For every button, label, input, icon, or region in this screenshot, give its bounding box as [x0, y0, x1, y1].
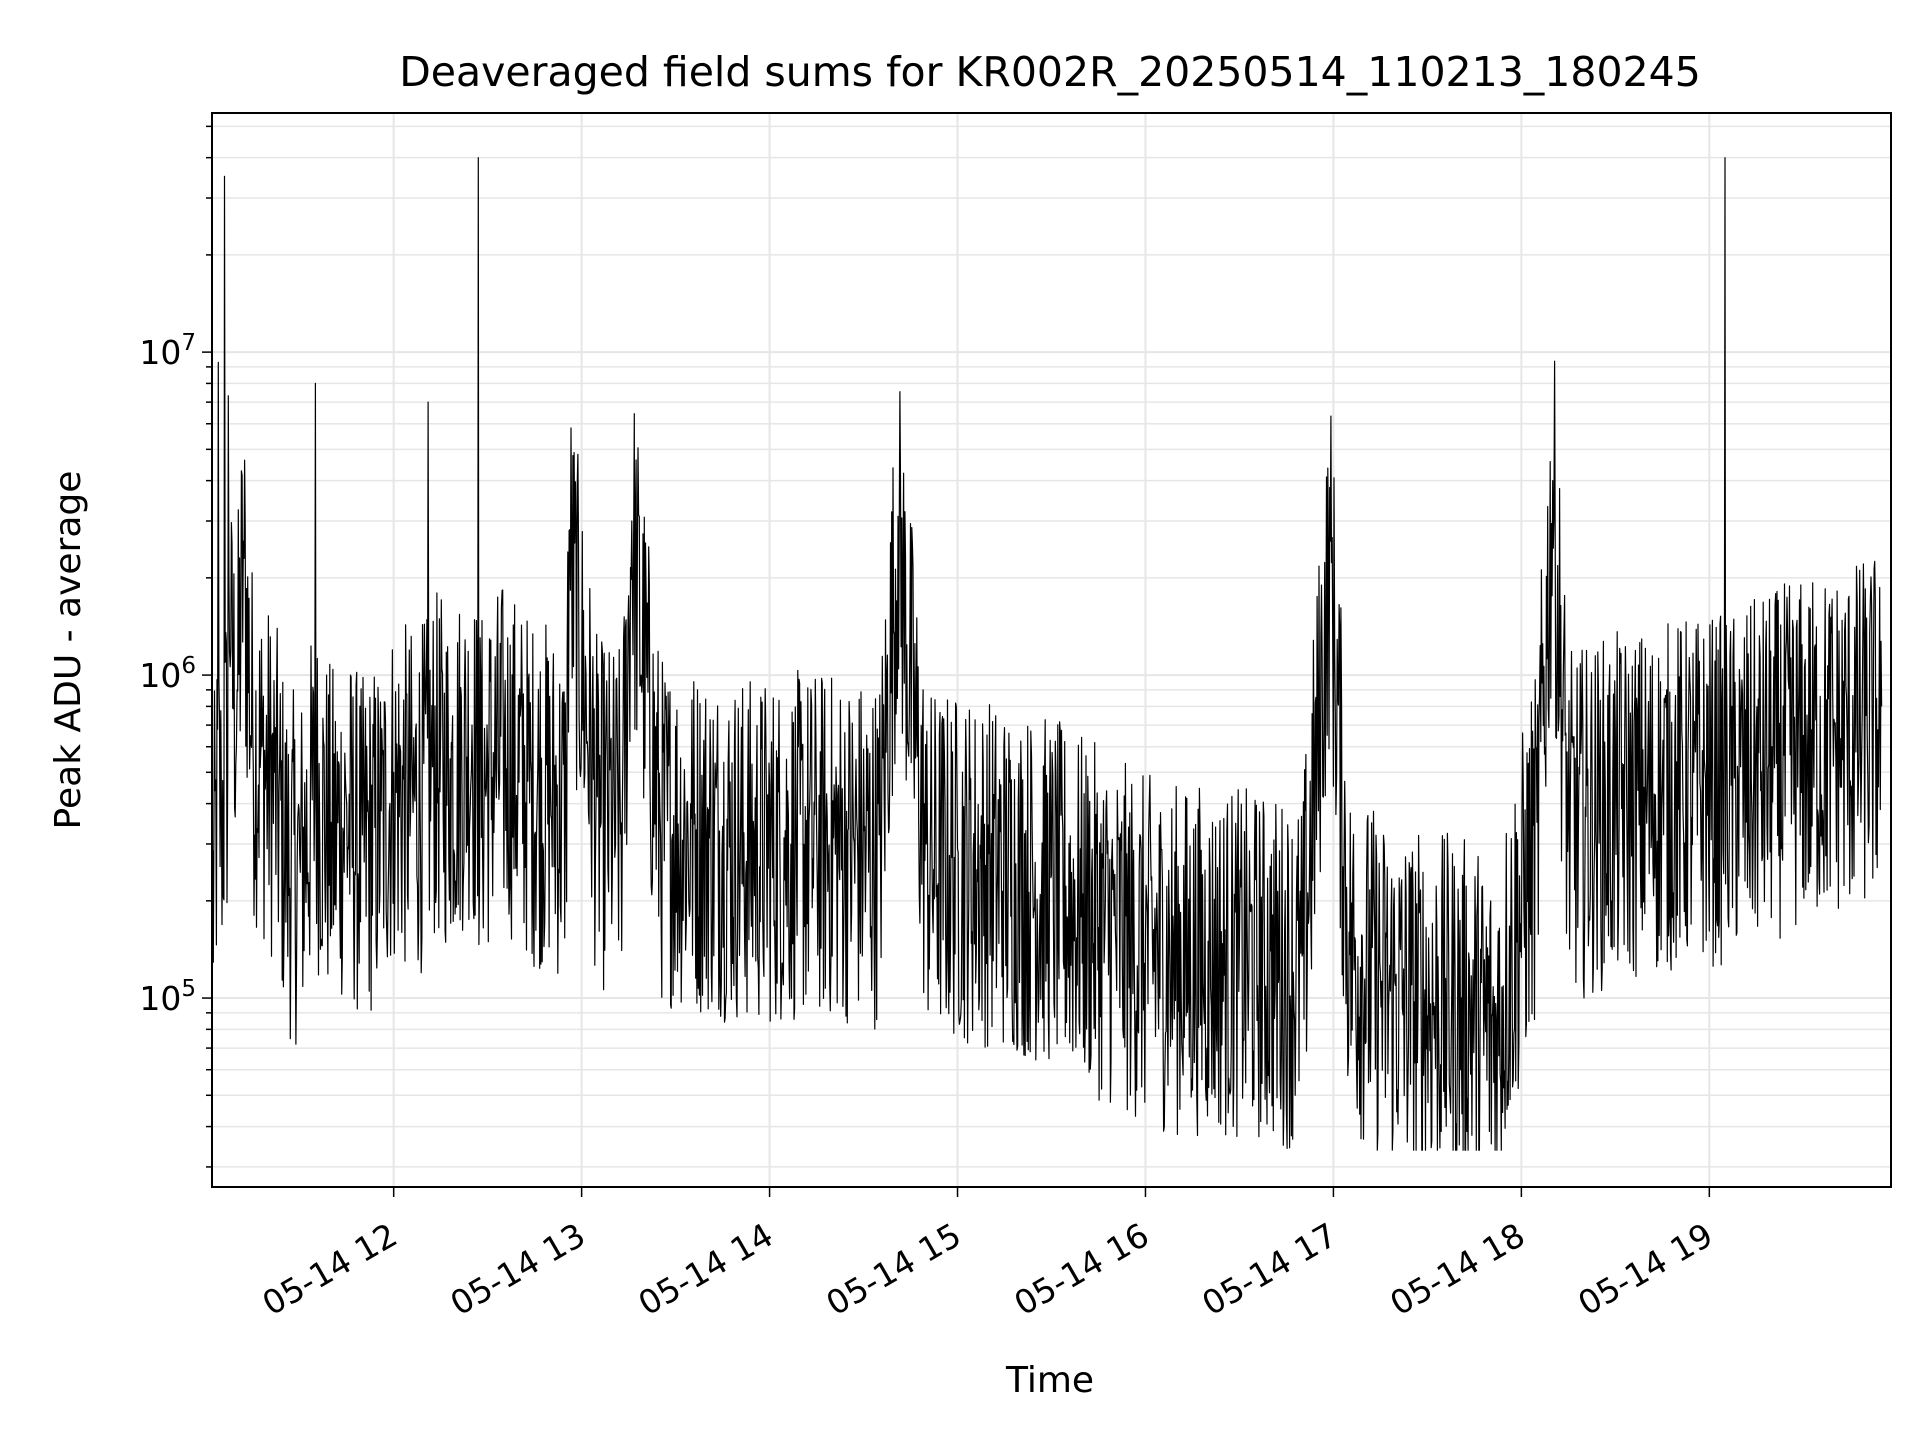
- y-axis-label: Peak ADU - average: [48, 471, 89, 830]
- y-tick-label: 107: [139, 330, 196, 372]
- grid: [212, 113, 1891, 1187]
- x-tick-label: 05-14 14: [632, 1215, 780, 1323]
- y-tick-label: 105: [139, 976, 196, 1018]
- x-tick-label: 05-14 15: [820, 1215, 968, 1323]
- x-axis-label: Time: [1005, 1360, 1094, 1401]
- x-tick-label: 05-14 13: [444, 1215, 592, 1323]
- x-tick-label: 05-14 12: [256, 1215, 404, 1323]
- chart-title: Deaveraged field sums for KR002R_2025051…: [399, 48, 1701, 96]
- plot-frame: [211, 112, 1892, 1188]
- x-tick-label: 05-14 18: [1383, 1215, 1531, 1323]
- x-tick-label: 05-14 17: [1195, 1215, 1343, 1323]
- data-line: [211, 157, 1883, 1151]
- x-tick-label: 05-14 19: [1571, 1215, 1719, 1323]
- y-tick-label: 106: [139, 653, 196, 695]
- x-tick-label: 05-14 16: [1007, 1215, 1155, 1323]
- series: [211, 157, 1883, 1151]
